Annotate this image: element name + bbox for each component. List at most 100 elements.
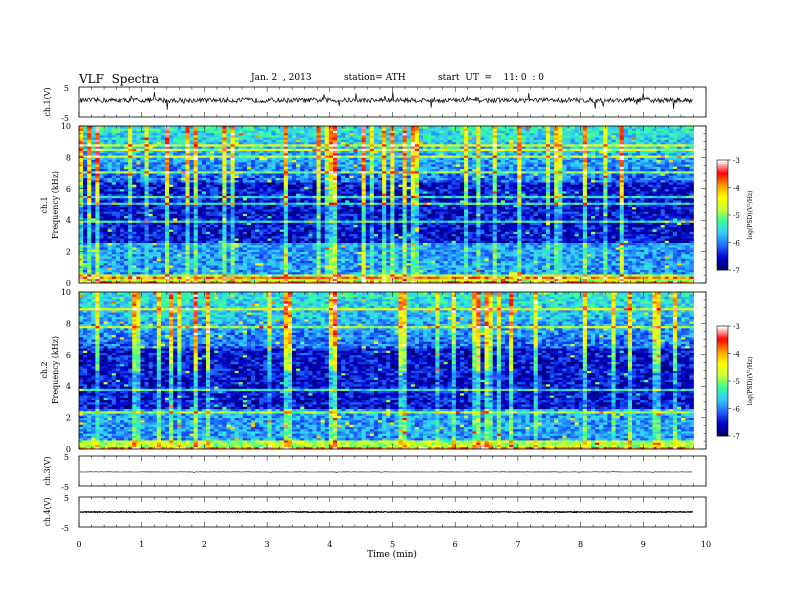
spectrogram-cell (189, 262, 195, 266)
spectrogram-cell (234, 211, 240, 214)
spectrogram-cell (267, 157, 272, 161)
spectrogram-cell (349, 157, 354, 161)
spectrogram-cell (160, 249, 166, 252)
spectrogram-cell (242, 175, 248, 178)
spectrogram-cell (242, 240, 248, 244)
spectrogram-cell (361, 220, 367, 223)
spectrogram-cell (242, 262, 248, 266)
spectrogram-cell (251, 260, 256, 264)
spectrogram-cell (83, 170, 88, 174)
spectrogram-cell (341, 186, 346, 190)
spectrogram-cell (193, 280, 199, 284)
spectrogram-cell (320, 132, 326, 136)
spectrogram-cell (177, 256, 182, 259)
spectrogram-cell (349, 278, 354, 282)
spectrogram-cell (332, 247, 338, 250)
spectrogram-cell (287, 215, 293, 219)
spectrogram-cell (296, 126, 301, 129)
spectrogram-cell (267, 191, 272, 194)
spectrogram-cell (152, 215, 158, 219)
spectrogram-cell (337, 179, 342, 183)
spectrogram-cell (320, 260, 326, 264)
spectrogram-cell (169, 182, 174, 185)
spectrogram-cell (83, 233, 88, 237)
spectrogram-cell (136, 280, 141, 284)
spectrogram-cell (169, 164, 174, 167)
spectrogram-cell (251, 251, 256, 255)
spectrogram-cell (369, 258, 375, 261)
spectrogram-cell (144, 134, 150, 138)
spectrogram-cell (365, 139, 371, 143)
spectrogram-cell (165, 130, 170, 134)
spectrogram-cell (304, 168, 309, 172)
spectrogram-cell (230, 128, 236, 131)
spectrogram-cell (308, 229, 313, 232)
spectrogram-cell (99, 233, 104, 237)
spectrogram-cell (230, 231, 236, 235)
spectrogram-cell (181, 137, 186, 140)
spectrogram-cell (271, 211, 277, 214)
spectrogram-cell (234, 191, 240, 194)
spectrogram-cell (361, 134, 367, 138)
spectrogram-cell (320, 184, 326, 187)
spectrogram-cell (238, 200, 244, 203)
spectrogram-cell (234, 186, 240, 190)
spectrogram-cell (275, 253, 281, 257)
spectrogram-cell (332, 229, 338, 232)
spectrogram-cell (132, 168, 137, 172)
spectrogram-cell (292, 132, 297, 136)
spectrogram-cell (316, 148, 322, 152)
spectrogram-cell (263, 177, 268, 181)
spectrogram-cell (230, 182, 236, 185)
spectrogram-cell (115, 211, 121, 214)
spectrogram-cell (263, 197, 268, 201)
spectrogram-cell (316, 191, 322, 194)
spectrogram-cell (251, 244, 256, 248)
spectrogram-cell (107, 215, 113, 219)
spectrogram-cell (275, 150, 281, 154)
spectrogram-cell (345, 182, 350, 185)
spectrogram-cell (357, 150, 363, 154)
spectrogram-cell (226, 159, 231, 163)
spectrogram-cell (226, 150, 231, 154)
spectrogram-cell (267, 213, 272, 217)
spectrogram-cell (144, 173, 150, 176)
spectrogram-cell (251, 240, 256, 244)
spectrogram-cell (263, 155, 268, 158)
spectrogram-cell (271, 179, 277, 183)
spectrogram-cell (132, 193, 137, 196)
spectrogram-cell (156, 271, 162, 275)
spectrogram-cell (115, 233, 121, 237)
spectrogram-cell (115, 182, 121, 185)
spectrogram-cell (238, 222, 244, 226)
spectrogram-cell (246, 184, 252, 187)
spectrogram-cell (79, 235, 84, 239)
spectrogram-cell (103, 276, 109, 279)
spectrogram-cell (255, 161, 260, 165)
spectrogram-cell (328, 197, 334, 201)
spectrogram-cell (210, 278, 215, 282)
spectrogram-cell (308, 161, 313, 165)
spectrogram-cell (279, 242, 285, 246)
spectrogram-cell (230, 262, 236, 266)
spectrogram-cell (140, 197, 145, 201)
spectrogram-cell (337, 175, 342, 178)
spectrogram-cell (255, 139, 260, 143)
spectrogram-cell (349, 240, 354, 244)
spectrogram-cell (95, 152, 100, 156)
spectrogram-cell (365, 195, 371, 199)
spectrogram-cell (275, 265, 281, 268)
spectrogram-cell (160, 229, 166, 232)
spectrogram-cell (230, 251, 236, 255)
spectrogram-cell (234, 265, 240, 268)
spectrogram-cell (99, 157, 104, 161)
spectrogram-cell (189, 143, 195, 147)
spectrogram-cell (279, 247, 285, 250)
spectrogram-cell (349, 179, 354, 183)
spectrogram-cell (218, 256, 223, 259)
spectrogram-cell (242, 242, 248, 246)
spectrogram-cell (177, 139, 182, 143)
spectrogram-cell (91, 166, 96, 170)
spectrogram-cell (103, 161, 109, 165)
spectrogram-cell (226, 215, 231, 219)
